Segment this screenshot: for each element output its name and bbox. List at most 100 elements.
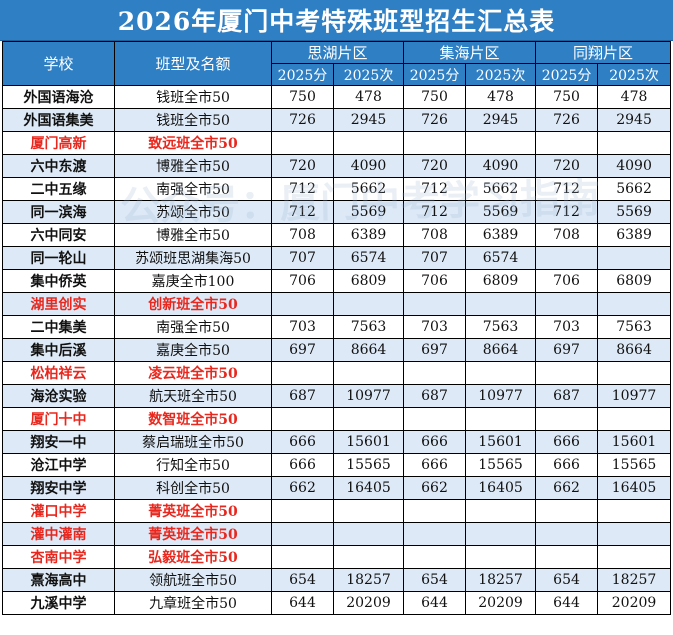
rank-cell	[332, 499, 405, 523]
score-cell: 708	[271, 223, 334, 247]
class-quota-cell: 创新班全市50	[114, 292, 272, 316]
score-cell: 654	[535, 568, 599, 592]
score-cell: 697	[403, 338, 467, 362]
rank-cell	[332, 292, 405, 316]
score-cell	[535, 407, 599, 431]
score-cell: 712	[535, 177, 599, 201]
school-name-cell: 六中东渡	[2, 154, 115, 178]
table-row: 外国语集美 钱班全市50 726 2945 726 2945 726 2945	[2, 108, 672, 132]
rank-cell	[332, 131, 405, 155]
score-cell: 662	[271, 476, 334, 500]
score-cell: 750	[271, 85, 334, 109]
rank-cell	[597, 545, 672, 569]
header-region-sihu: 思湖片区	[270, 41, 405, 64]
score-cell: 706	[271, 269, 334, 293]
score-cell: 644	[271, 591, 334, 615]
header-score: 2025分	[403, 63, 467, 86]
rank-cell: 10977	[465, 384, 537, 408]
score-cell: 654	[403, 568, 467, 592]
score-cell: 662	[403, 476, 467, 500]
table-row: 六中东渡 博雅全市50 720 4090 720 4090 720 4090	[2, 154, 672, 178]
rank-cell: 18257	[597, 568, 672, 592]
school-name-cell: 翔安中学	[2, 476, 115, 500]
score-cell	[403, 292, 467, 316]
score-cell: 697	[271, 338, 334, 362]
rank-cell: 15565	[465, 453, 537, 477]
rank-cell: 16405	[332, 476, 405, 500]
table-row: 九溪中学 九章班全市50 644 20209 644 20209 644 20209	[2, 591, 672, 615]
rank-cell	[597, 499, 672, 523]
score-cell: 720	[535, 154, 599, 178]
class-quota-cell: 嘉庚全市100	[114, 269, 272, 293]
score-cell: 662	[535, 476, 599, 500]
school-name-cell: 九溪中学	[2, 591, 115, 615]
score-cell: 666	[403, 430, 467, 454]
rank-cell	[332, 407, 405, 431]
table-row: 沧江中学 行知全市50 666 15565 666 15565 666 15565	[2, 453, 672, 477]
class-quota-cell: 南强全市50	[114, 177, 272, 201]
rank-cell: 5662	[465, 177, 537, 201]
school-name-cell: 灌中灌南	[2, 522, 115, 546]
rank-cell: 7563	[332, 315, 405, 339]
class-quota-cell: 行知全市50	[114, 453, 272, 477]
score-cell: 703	[403, 315, 467, 339]
score-cell	[403, 131, 467, 155]
rank-cell: 6574	[465, 246, 537, 270]
score-cell: 703	[535, 315, 599, 339]
header-score: 2025分	[271, 63, 334, 86]
table-row: 海沧实验 航天班全市50 687 10977 687 10977 687 10977	[2, 384, 672, 408]
score-cell: 720	[403, 154, 467, 178]
score-cell: 697	[535, 338, 599, 362]
rank-cell: 20209	[332, 591, 405, 615]
school-name-cell: 沧江中学	[2, 453, 115, 477]
school-name-cell: 集中后溪	[2, 338, 115, 362]
header-region-tongxiang: 同翔片区	[535, 41, 672, 64]
class-quota-cell: 菁英班全市50	[114, 522, 272, 546]
class-quota-cell: 苏颂全市50	[114, 200, 272, 224]
score-cell: 726	[271, 108, 334, 132]
score-cell: 644	[403, 591, 467, 615]
score-cell: 712	[535, 200, 599, 224]
score-cell: 666	[271, 430, 334, 454]
score-cell: 712	[403, 177, 467, 201]
header-rank: 2025次	[597, 63, 672, 86]
header-region-jihai: 集海片区	[403, 41, 537, 64]
table-row: 松柏祥云 凌云班全市50	[2, 361, 672, 385]
rank-cell: 15601	[465, 430, 537, 454]
class-quota-cell: 嘉庚全市50	[114, 338, 272, 362]
score-cell: 707	[403, 246, 467, 270]
admissions-table: 学校 班型及名额 思湖片区 集海片区 同翔片区 2025分 2025次 2025…	[2, 41, 672, 615]
school-name-cell: 海沧实验	[2, 384, 115, 408]
rank-cell	[597, 131, 672, 155]
score-cell	[271, 545, 334, 569]
rank-cell	[465, 292, 537, 316]
score-cell: 654	[271, 568, 334, 592]
score-cell	[535, 292, 599, 316]
school-name-cell: 同一滨海	[2, 200, 115, 224]
school-name-cell: 外国语集美	[2, 108, 115, 132]
table-row: 同一轮山 苏颂班思湖集海50 707 6574 707 6574	[2, 246, 672, 270]
table-row: 同一滨海 苏颂全市50 712 5569 712 5569 712 5569	[2, 200, 672, 224]
rank-cell: 2945	[465, 108, 537, 132]
rank-cell: 18257	[332, 568, 405, 592]
score-cell	[271, 131, 334, 155]
school-name-cell: 厦门十中	[2, 407, 115, 431]
score-cell: 666	[403, 453, 467, 477]
header-rank: 2025次	[465, 63, 537, 86]
school-name-cell: 翔安一中	[2, 430, 115, 454]
score-cell	[271, 292, 334, 316]
class-quota-cell: 钱班全市50	[114, 85, 272, 109]
header-score: 2025分	[535, 63, 599, 86]
score-cell: 726	[535, 108, 599, 132]
rank-cell: 6389	[597, 223, 672, 247]
class-quota-cell: 科创全市50	[114, 476, 272, 500]
rank-cell: 4090	[465, 154, 537, 178]
table-row: 杏南中学 弘毅班全市50	[2, 545, 672, 569]
table-row: 灌口中学 菁英班全市50	[2, 499, 672, 523]
score-cell: 644	[535, 591, 599, 615]
table-row: 集中后溪 嘉庚全市50 697 8664 697 8664 697 8664	[2, 338, 672, 362]
table-row: 外国语海沧 钱班全市50 750 478 750 478 750 478	[2, 85, 672, 109]
score-cell	[271, 361, 334, 385]
score-cell: 666	[535, 430, 599, 454]
score-cell	[535, 522, 599, 546]
